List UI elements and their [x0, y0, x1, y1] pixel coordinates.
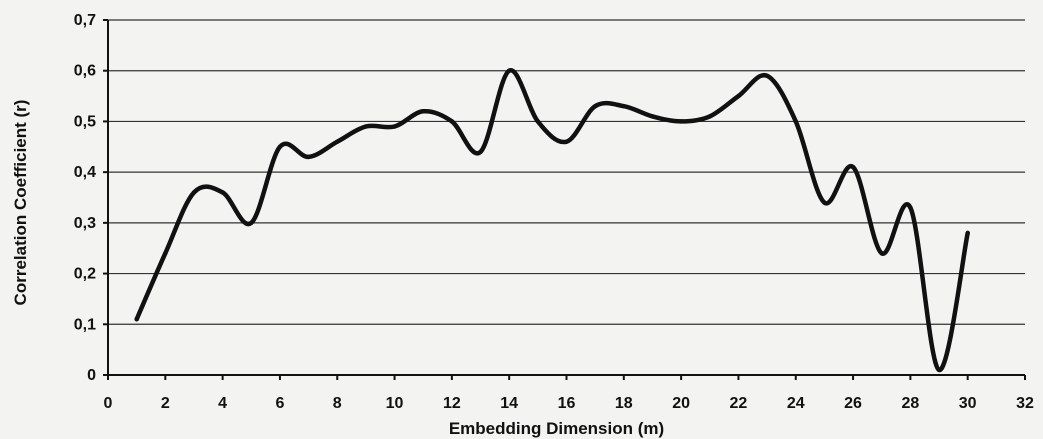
x-tick-label: 4 — [218, 395, 227, 412]
data-point — [650, 114, 655, 119]
x-tick-label: 24 — [787, 395, 805, 412]
data-point — [822, 200, 827, 205]
data-point — [678, 119, 684, 124]
data-point — [306, 154, 311, 160]
data-point — [793, 119, 798, 124]
data-point — [478, 149, 483, 155]
series-layer — [134, 68, 970, 373]
x-tick-label: 2 — [161, 395, 170, 412]
y-tick-label: 0,5 — [74, 113, 96, 130]
data-point — [421, 109, 426, 114]
y-tick-label: 0,7 — [74, 12, 96, 29]
data-point — [707, 114, 712, 119]
data-point — [908, 205, 913, 210]
data-point — [449, 119, 455, 124]
y-tick-label: 0,4 — [74, 164, 96, 181]
x-axis-label: Embedding Dimension (m) — [449, 419, 664, 438]
x-tick-label: 26 — [844, 395, 862, 412]
grid-lines — [108, 19, 1025, 325]
data-point — [134, 317, 139, 322]
x-tick-label: 6 — [275, 395, 284, 412]
x-tick-label: 16 — [558, 395, 576, 412]
x-tick-label: 12 — [443, 395, 461, 412]
data-point — [621, 104, 627, 109]
y-tick-label: 0 — [87, 367, 96, 384]
y-axis-label: Correlation Coefficient (r) — [11, 100, 30, 306]
y-tick-label: 0,2 — [74, 266, 96, 283]
data-point — [277, 144, 283, 149]
x-tick-label: 14 — [500, 395, 518, 412]
data-point — [965, 230, 970, 236]
data-point — [191, 190, 197, 195]
data-point — [850, 164, 856, 170]
data-point — [392, 124, 397, 129]
x-tick-label: 30 — [959, 395, 977, 412]
data-point — [335, 139, 340, 144]
data-point — [736, 93, 741, 99]
y-tick-label: 0,6 — [74, 63, 96, 80]
x-tick-label: 32 — [1016, 395, 1034, 412]
x-tick-label: 20 — [672, 395, 690, 412]
data-point — [249, 220, 254, 226]
y-tick-label: 0,1 — [74, 316, 96, 333]
series-line — [134, 68, 970, 373]
data-point — [535, 119, 541, 124]
x-tick-label: 28 — [901, 395, 919, 412]
y-axis-ticks: 0 0,1 0,2 0,3 0,4 0,5 0,6 0,7 — [74, 12, 108, 384]
x-tick-label: 10 — [386, 395, 404, 412]
data-point — [592, 104, 598, 109]
y-tick-label: 0,3 — [74, 215, 96, 232]
data-point — [163, 251, 168, 256]
data-point — [564, 139, 569, 144]
data-point — [506, 68, 512, 73]
data-point — [764, 73, 770, 78]
x-tick-label: 18 — [615, 395, 633, 412]
data-point — [220, 190, 225, 195]
x-tick-label: 8 — [333, 395, 342, 412]
data-point — [879, 251, 884, 256]
data-point — [936, 367, 942, 373]
data-point — [363, 124, 369, 129]
x-axis-ticks: 0 2 4 6 8 10 12 14 16 18 20 22 24 26 28 30 32 — [104, 375, 1034, 412]
x-tick-label: 0 — [104, 395, 113, 412]
x-tick-label: 22 — [730, 395, 748, 412]
